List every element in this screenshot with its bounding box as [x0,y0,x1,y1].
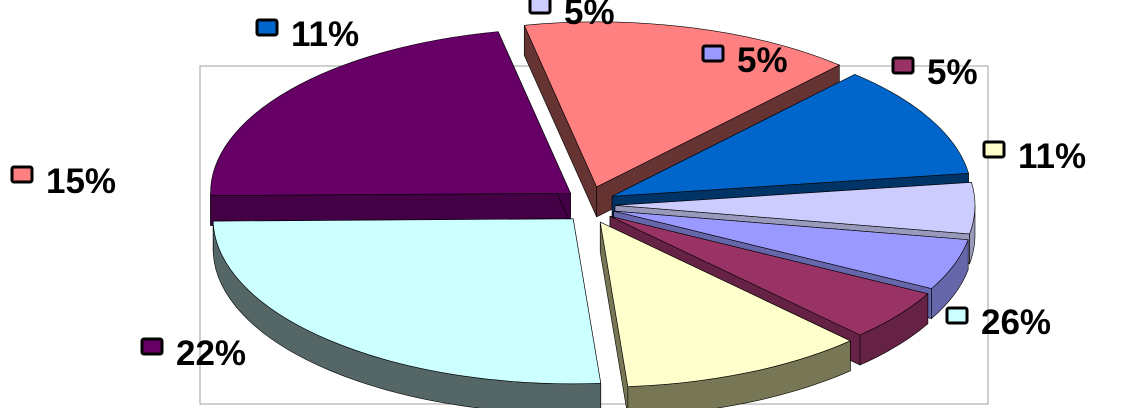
labels-layer: 5% 5% 5% 11% 26% 22% 15% 11% [10,0,1086,373]
slice-label: 22% [140,334,246,373]
pie-slice [212,218,602,408]
slice-percent-label: 15% [46,162,116,201]
legend-swatch [891,56,915,75]
legend-swatch [945,306,969,325]
slice-top [614,182,976,235]
slice-percent-label: 5% [564,0,615,32]
pie-slice [210,31,571,226]
legend-swatch [255,18,279,37]
slice-label: 15% [10,162,116,201]
slice-label: 11% [982,137,1086,176]
legend-swatch [10,165,34,184]
slice-percent-label: 5% [927,53,978,92]
slice-percent-label: 22% [176,334,246,373]
slice-label: 26% [945,303,1051,342]
slice-top [210,31,571,196]
slice-top [523,21,841,188]
slice-top [599,221,852,387]
slice-percent-label: 11% [291,15,359,54]
pie-slice [599,221,852,408]
slice-percent-label: 11% [1018,137,1086,176]
legend-swatch [701,44,725,63]
slice-label: 5% [891,53,978,92]
legend-swatch [140,337,164,356]
slice-top [611,74,970,197]
slice-percent-label: 26% [981,303,1051,342]
slice-label: 5% [528,0,615,32]
slice-top [609,215,929,336]
slice-label: 11% [255,15,359,54]
legend-swatch [982,140,1006,159]
legend-swatch [528,0,552,15]
slice-top [613,210,969,289]
slice-label: 5% [701,41,788,80]
slice-top [212,218,602,385]
slice-percent-label: 5% [737,41,788,80]
slices-layer [210,21,976,408]
